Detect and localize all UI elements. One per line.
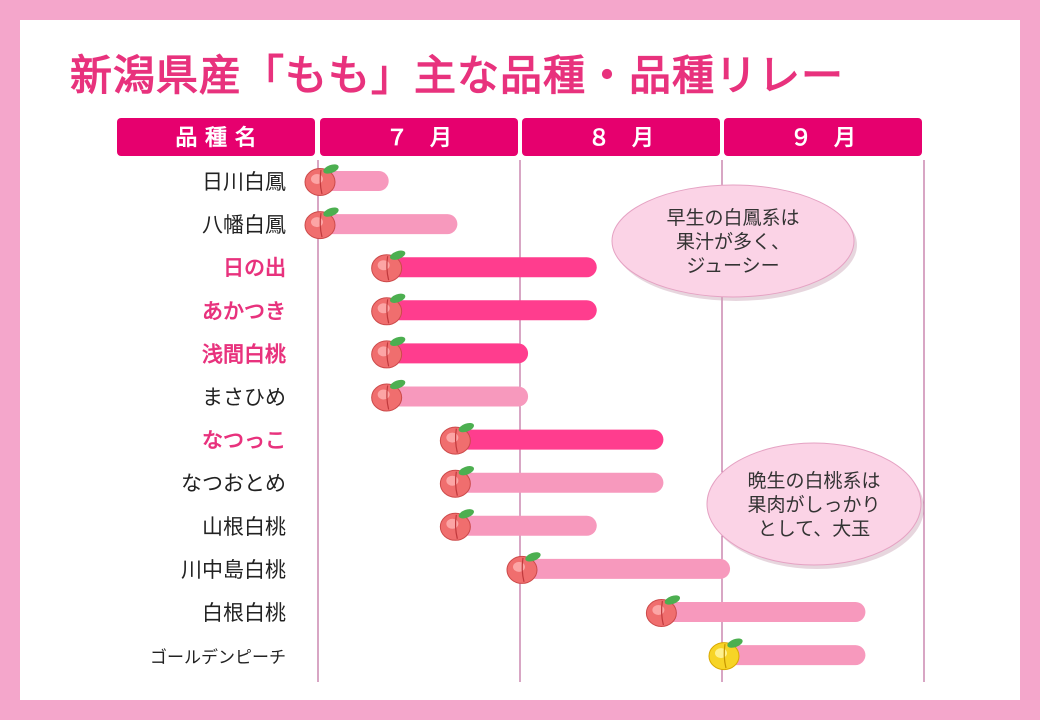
variety-label: なつっこ bbox=[202, 429, 286, 453]
season-bar bbox=[318, 171, 389, 191]
note-text: 晩生の白桃系は bbox=[747, 470, 880, 492]
season-bar bbox=[520, 558, 731, 579]
season-bar bbox=[384, 386, 529, 407]
peach-icon bbox=[506, 552, 541, 584]
peach-icon bbox=[371, 293, 406, 326]
season-bar bbox=[453, 472, 664, 493]
header-cell-name bbox=[117, 118, 315, 156]
header-cell-month bbox=[724, 118, 922, 156]
note-text: 果肉がしっかり bbox=[747, 494, 880, 516]
yellow-peach-icon bbox=[708, 638, 743, 671]
season-bar bbox=[384, 343, 529, 364]
season-bar bbox=[659, 602, 866, 622]
variety-label: 八幡白鳳 bbox=[202, 213, 286, 237]
variety-label: まさひめ bbox=[202, 386, 286, 410]
season-bar bbox=[453, 515, 597, 536]
header-month-label: ９ 月 bbox=[790, 126, 856, 151]
variety-label: 白根白桃 bbox=[202, 601, 286, 625]
note-text: として、大玉 bbox=[758, 518, 870, 540]
season-bar bbox=[384, 257, 597, 278]
variety-label: 日の出 bbox=[223, 256, 286, 280]
variety-label: 川中島白桃 bbox=[181, 558, 286, 582]
variety-label: 山根白桃 bbox=[202, 515, 286, 539]
header-month-label: ８ 月 bbox=[588, 126, 654, 151]
variety-label: 日川白鳳 bbox=[202, 170, 286, 194]
header-cell-month bbox=[320, 118, 518, 156]
note-bubble bbox=[706, 442, 922, 566]
header-cell-month bbox=[522, 118, 720, 156]
season-bar bbox=[722, 645, 866, 666]
note-text: ジューシー bbox=[686, 255, 779, 277]
header-name-label: 品 種 名 bbox=[175, 125, 256, 151]
page-title: 新潟県産「もも」主な品種・品種リレー bbox=[70, 51, 845, 100]
season-bar bbox=[318, 214, 458, 235]
note-text: 果汁が多く、 bbox=[676, 231, 790, 253]
note-bubble bbox=[611, 184, 855, 298]
peach-icon bbox=[304, 164, 339, 196]
peach-icon bbox=[439, 509, 474, 541]
peach-icon bbox=[371, 336, 406, 369]
season-bar bbox=[384, 300, 597, 321]
peach-icon bbox=[371, 250, 406, 283]
note-text: 早生の白鳳系は bbox=[666, 207, 799, 229]
header-month-label: ７ 月 bbox=[386, 126, 452, 151]
peach-icon bbox=[371, 379, 406, 412]
variety-label: あかつき bbox=[202, 299, 286, 323]
season-bar bbox=[453, 429, 664, 450]
variety-label: ゴールデンピーチ bbox=[150, 647, 286, 668]
peach-icon bbox=[645, 595, 681, 627]
variety-label: なつおとめ bbox=[181, 472, 286, 496]
peach-icon bbox=[304, 207, 339, 240]
peach-icon bbox=[439, 466, 474, 498]
peach-icon bbox=[439, 422, 474, 455]
variety-label: 浅間白桃 bbox=[202, 342, 286, 366]
